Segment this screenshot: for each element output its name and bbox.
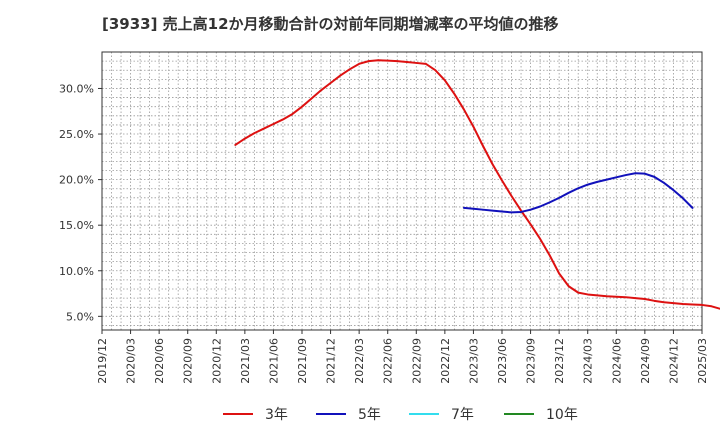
x-tick-label: 2020/12 (210, 338, 223, 384)
x-tick-label: 2020/06 (153, 338, 166, 384)
legend-label: 10年 (546, 407, 578, 423)
x-tick-label: 2024/03 (582, 338, 595, 384)
y-tick-label: 25.0% (59, 128, 94, 141)
x-tick-label: 2022/03 (353, 338, 366, 384)
y-tick-label: 30.0% (59, 82, 94, 95)
x-tick-label: 2020/03 (125, 338, 138, 384)
x-tick-label: 2022/09 (410, 338, 423, 384)
x-tick-label: 2023/03 (467, 338, 480, 384)
plot-background (102, 52, 702, 330)
x-tick-label: 2022/12 (439, 338, 452, 384)
legend: 3年 5年 7年 10年 (223, 407, 578, 423)
x-tick-label: 2023/06 (496, 338, 509, 384)
legend-label: 7年 (451, 407, 474, 423)
x-tick-label: 2019/12 (96, 338, 109, 384)
y-tick-label: 15.0% (59, 219, 94, 232)
x-tick-label: 2025/03 (696, 338, 709, 384)
axes: 5.0% 10.0% 15.0% 20.0% 25.0% 30.0% 2019/12 2020… (59, 51, 709, 384)
y-tick-label: 5.0% (66, 310, 94, 323)
x-tick-label: 2021/12 (325, 338, 338, 384)
series-line-3年 (234, 59, 720, 310)
plot-area (102, 52, 702, 330)
series-lines (234, 59, 720, 310)
y-tick-label: 20.0% (59, 174, 94, 187)
plot-border (101, 51, 703, 331)
x-tick-label: 2022/06 (382, 338, 395, 384)
chart-title: [3933] 売上高12か月移動合計の対前年同期増減率の平均値の推移 (102, 15, 559, 33)
x-tick-label: 2023/09 (525, 338, 538, 384)
y-tick-label: 10.0% (59, 265, 94, 278)
grid-lines (101, 51, 703, 330)
legend-label: 5年 (358, 407, 381, 423)
x-tick-label: 2024/12 (667, 338, 680, 384)
x-tick-label: 2023/12 (553, 338, 566, 384)
x-tick-label: 2021/03 (239, 338, 252, 384)
x-tick-label: 2021/06 (267, 338, 280, 384)
x-tick-label: 2024/06 (610, 338, 623, 384)
series-line-5年 (462, 172, 694, 214)
x-tick-label: 2020/09 (182, 338, 195, 384)
x-tick-label: 2024/09 (639, 338, 652, 384)
legend-label: 3年 (265, 407, 288, 423)
x-tick-label: 2021/09 (296, 338, 309, 384)
